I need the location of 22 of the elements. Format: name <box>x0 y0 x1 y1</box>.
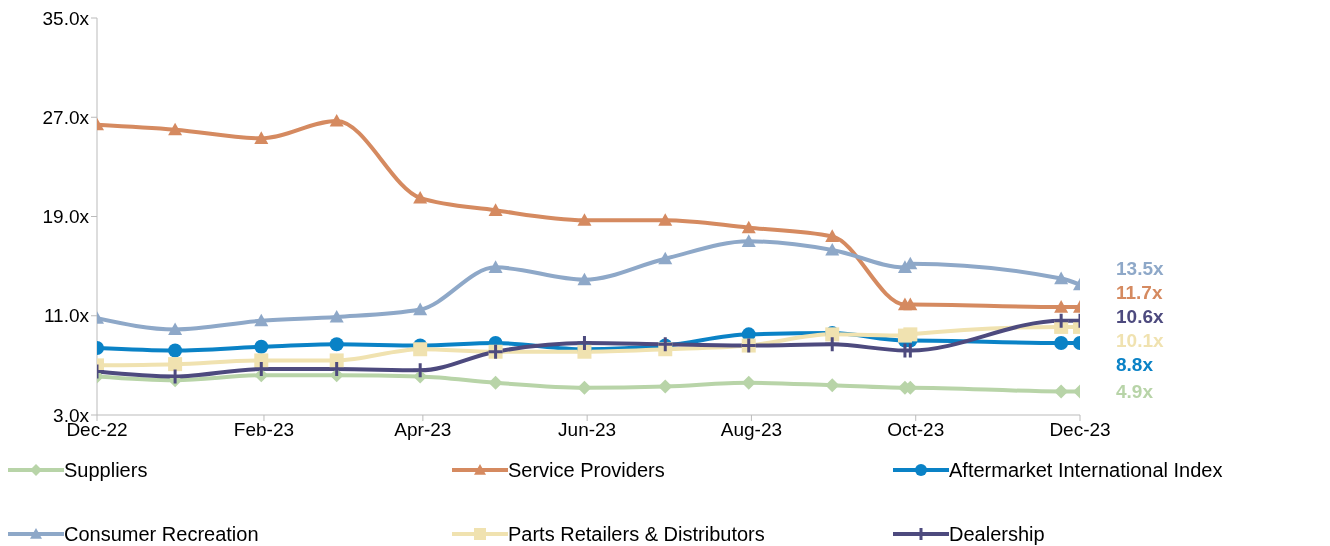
data-label: 13.5x <box>1116 258 1164 280</box>
legend-label: Service Providers <box>508 458 665 482</box>
x-tick-label: Feb-23 <box>233 419 295 441</box>
data-label: 10.6x <box>1116 306 1164 328</box>
data-label: 11.7x <box>1116 282 1163 304</box>
data-label: 10.1x <box>1116 330 1164 352</box>
x-tick-label: Aug-23 <box>720 419 783 441</box>
legend-label: Aftermarket International Index <box>949 458 1223 482</box>
legend-label: Consumer Recreation <box>64 522 259 546</box>
data-label: 4.9x <box>1116 381 1154 403</box>
y-tick-label: 19.0x <box>42 206 90 228</box>
x-tick-label: Jun-23 <box>558 419 617 441</box>
x-tick-label: Dec-23 <box>1049 419 1111 441</box>
y-tick-label: 35.0x <box>42 7 90 29</box>
x-tick-label: Apr-23 <box>394 419 452 441</box>
data-label: 8.8x <box>1116 354 1154 376</box>
legend-label: Parts Retailers & Distributors <box>508 522 765 546</box>
y-tick-label: 27.0x <box>42 107 90 128</box>
y-tick-label: 11.0x <box>43 305 90 327</box>
x-tick-label: Oct-23 <box>887 419 945 441</box>
legend-label: Suppliers <box>64 458 148 482</box>
legend-label: Dealership <box>949 522 1045 546</box>
